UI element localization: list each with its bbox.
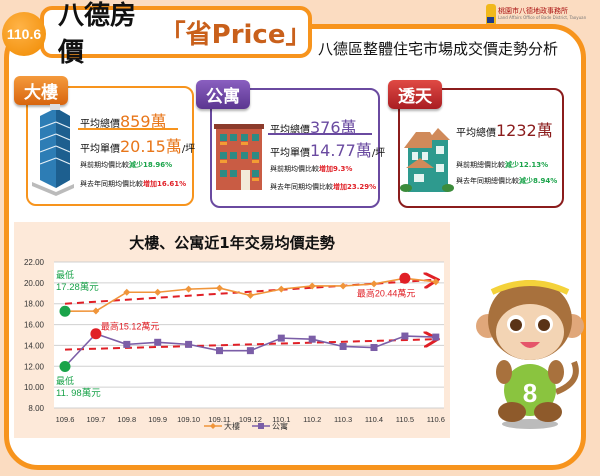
plot-area (54, 262, 444, 408)
x-tick-label: 109.11 (208, 415, 230, 424)
period-badge: 110.6 (2, 12, 46, 56)
annotation-marker (90, 328, 102, 340)
y-tick-label: 10.00 (24, 383, 45, 392)
y-tick-label: 18.00 (24, 300, 45, 309)
legend-item: 大樓 (224, 421, 240, 431)
page-subtitle: 八德區整體住宅市場成交價走勢分析 (318, 40, 559, 58)
townhouse-avg-total: 平均總價1232萬 (456, 121, 553, 140)
title-accent: 「省Price」 (159, 19, 312, 50)
annotation-label: 最高15.12萬元 (101, 321, 160, 332)
annotation-marker (59, 360, 71, 372)
trendline (64, 280, 436, 305)
office-logo: 桃園市八德地政事務所 Land Affairs Office of Bade D… (486, 4, 586, 24)
page-title: 八德房價 「省Price」 (40, 1, 312, 68)
monkey-mascot-icon: 8 (476, 280, 584, 429)
apartment-building-icon (214, 124, 264, 190)
annotation-value: 17.28萬元 (56, 281, 99, 293)
building-avg-unit: 平均單價20.15萬/坪 (80, 137, 196, 156)
x-tick-label: 110.1 (272, 415, 290, 424)
logo-text: 桃園市八德地政事務所 (498, 6, 568, 15)
apartment-cmp-year: 與去年同期均價比較增加23.29% (270, 183, 377, 191)
title-main: 八德房價 (58, 1, 137, 68)
y-tick-label: 8.00 (28, 404, 44, 413)
card-apartment-tag: 公寓 (196, 80, 250, 109)
annotation-label: 最高20.44萬元 (357, 287, 416, 298)
card-building-tag: 大樓 (14, 76, 68, 105)
building-divider (78, 128, 178, 130)
annotation-value: 11. 98萬元 (56, 387, 101, 399)
skyscraper-icon (32, 104, 74, 196)
x-tick-label: 109.8 (117, 415, 136, 424)
x-tick-label: 109.9 (148, 415, 167, 424)
price-trend-chart: 8.00 10.00 12.00 14.00 16.00 18.00 20.00 22.00 1… (14, 222, 450, 438)
apartment-divider (268, 133, 372, 135)
house-icon (400, 128, 454, 192)
x-tick-label: 109.12 (239, 415, 262, 424)
townhouse-cmp-prev: 與前期總價比較減少12.13% (456, 161, 549, 169)
x-tick-label: 109.6 (56, 415, 75, 424)
building-cmp-year: 與去年同期均價比較增加16.61% (80, 180, 187, 188)
y-tick-label: 20.00 (24, 279, 45, 288)
x-tick-label: 110.3 (334, 415, 352, 424)
chart-title: 大樓、公寓近1年交易均價走勢 (129, 234, 335, 252)
y-tick-label: 14.00 (24, 341, 45, 350)
annotation-label: 最低 (56, 375, 74, 386)
x-tick-label: 110.6 (427, 415, 445, 424)
legend-item: 公寓 (272, 421, 288, 431)
logo-subtext: Land Affairs Office of Bade District, Ta… (498, 15, 587, 21)
x-tick-label: 110.4 (365, 415, 383, 424)
y-tick-label: 22.00 (24, 258, 45, 267)
apartment-avg-unit: 平均單價14.77萬/坪 (270, 141, 386, 160)
y-tick-label: 12.00 (24, 362, 45, 371)
chart-plot: 8.00 10.00 12.00 14.00 16.00 18.00 20.00 22.00 1… (24, 258, 445, 431)
x-tick-label: 110.5 (396, 415, 414, 424)
annotation-marker (399, 272, 411, 284)
annotation-label: 最低 (56, 269, 74, 280)
building-avg-total: 平均總價859萬 (80, 112, 167, 131)
logo-icon (486, 4, 496, 24)
building-cmp-prev: 與前期均價比較減少18.96% (80, 161, 173, 169)
mascot-number: 8 (523, 378, 537, 408)
x-tick-label: 109.7 (87, 415, 106, 424)
card-townhouse-tag: 透天 (388, 80, 442, 109)
apartment-cmp-prev: 與前期均價比較增加9.3% (270, 165, 353, 173)
annotation-marker (59, 305, 71, 317)
x-tick-label: 109.10 (177, 415, 200, 424)
y-tick-label: 16.00 (24, 321, 45, 330)
x-tick-label: 110.2 (303, 415, 321, 424)
apartment-avg-total: 平均總價376萬 (270, 118, 357, 137)
townhouse-cmp-year: 與去年同期總價比較減少8.94% (456, 177, 558, 185)
